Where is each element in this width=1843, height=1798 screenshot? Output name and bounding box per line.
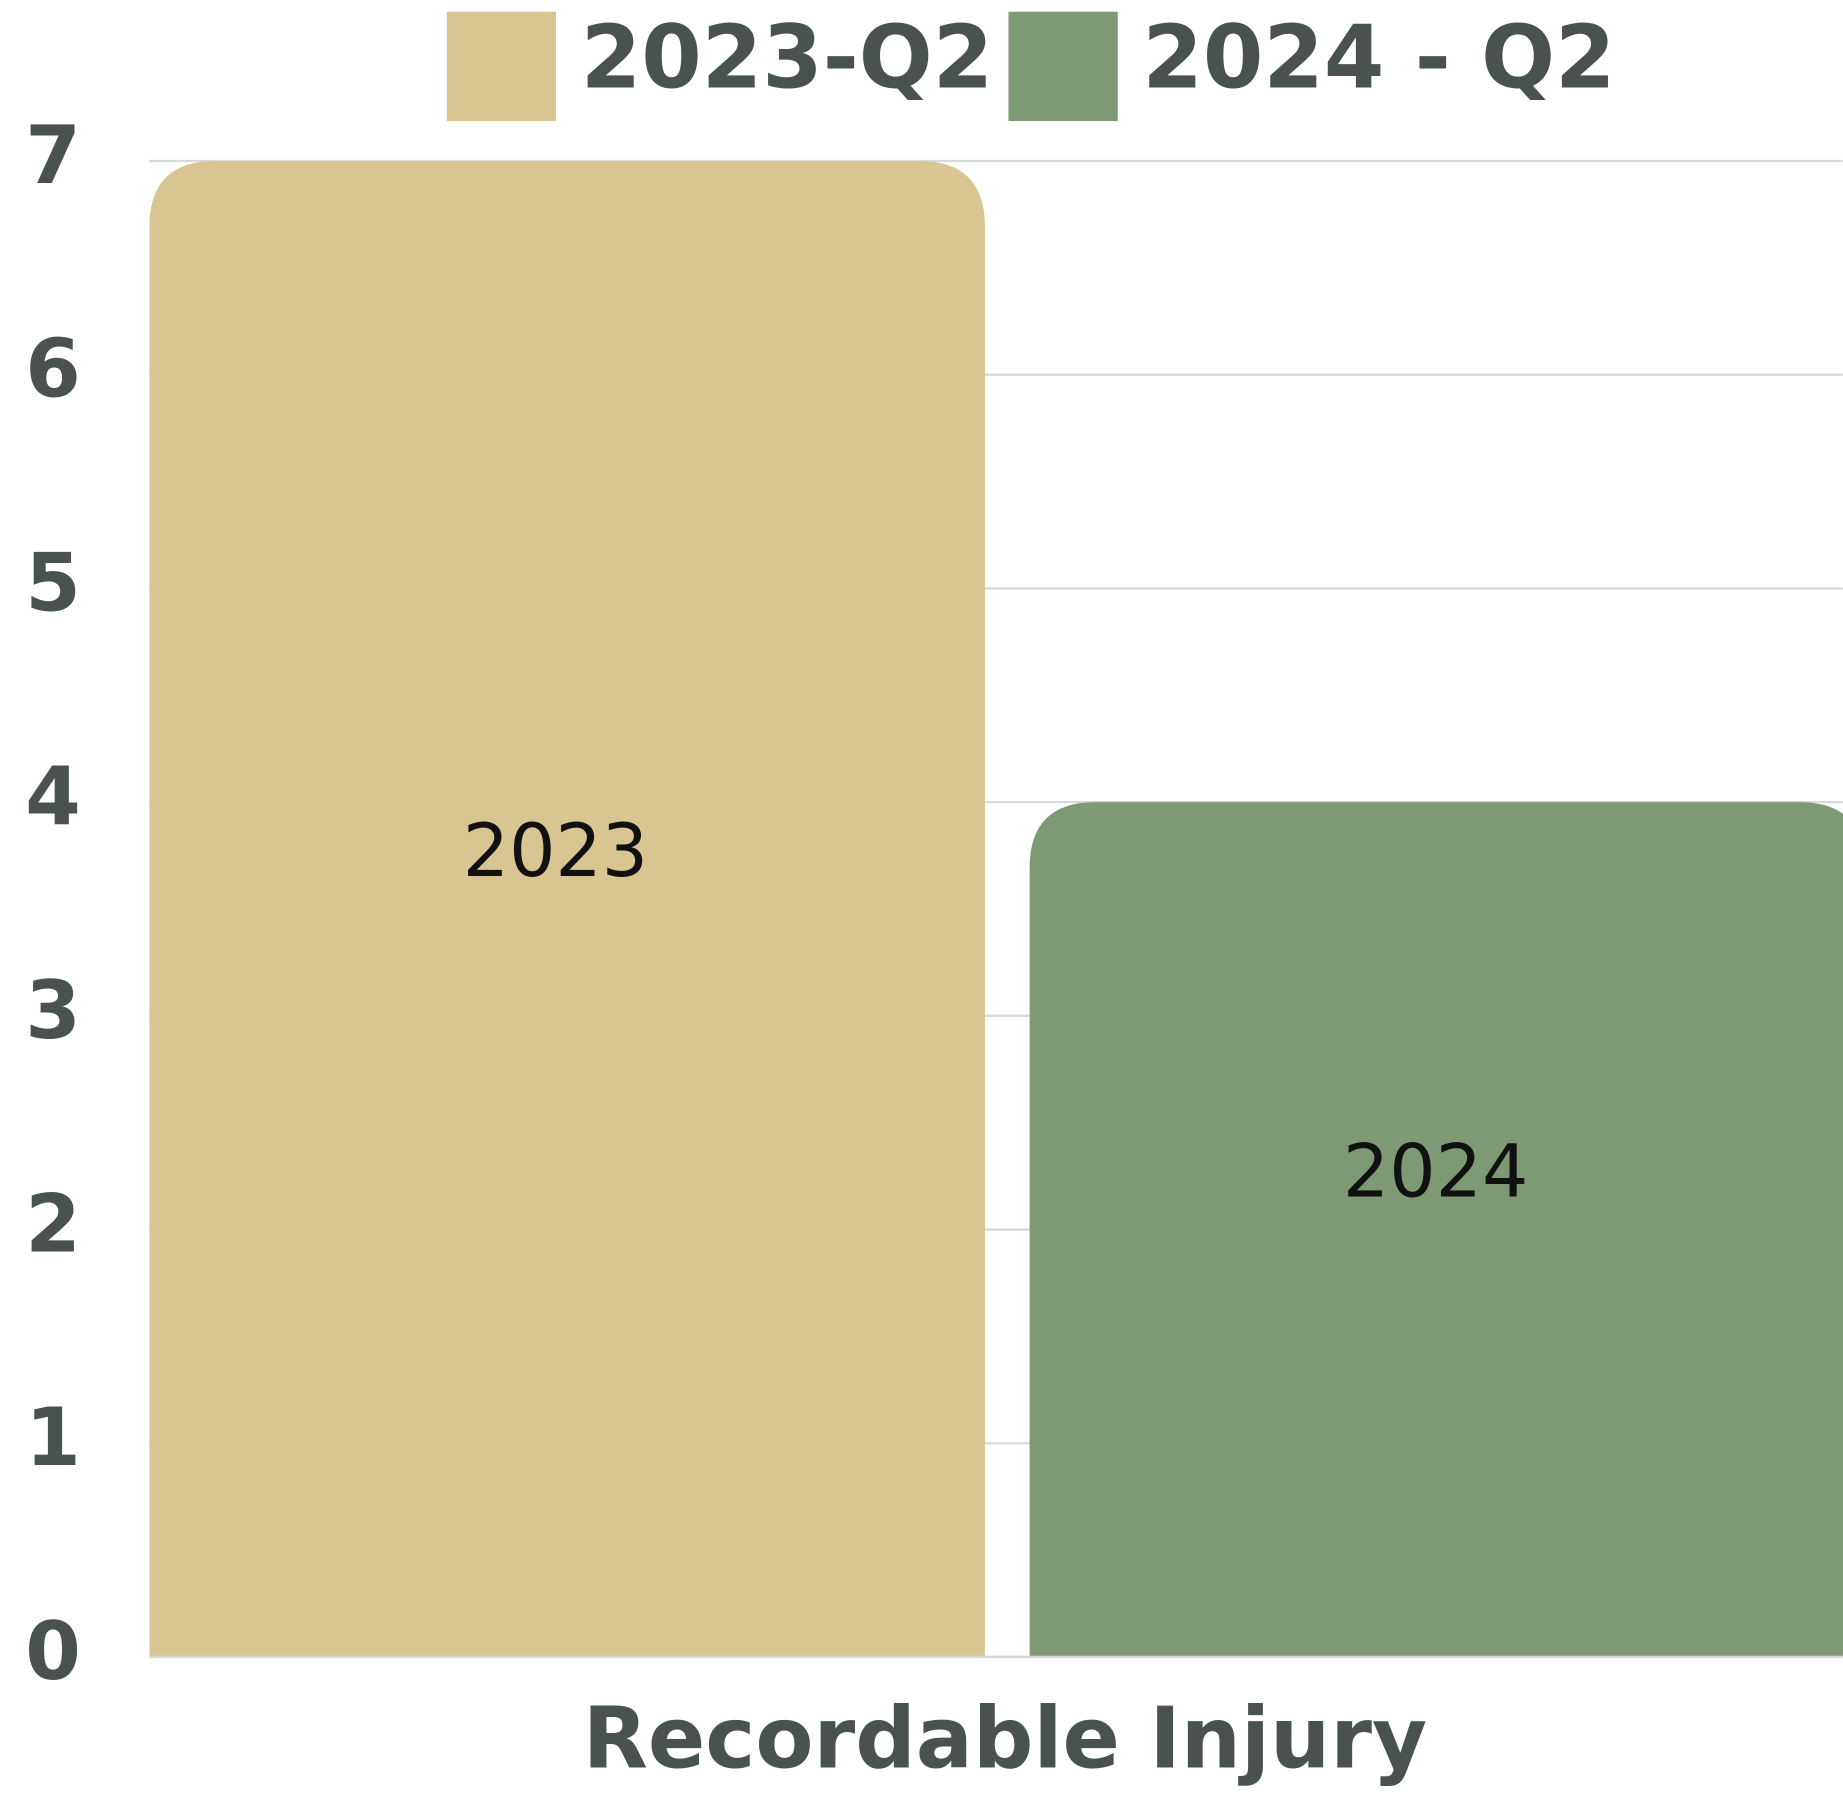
legend-label: 2024 - Q2 [1142,6,1615,108]
y-tick-label: 7 [25,109,81,202]
y-tick-label: 2 [25,1178,81,1271]
y-tick-label: 0 [25,1605,81,1698]
legend-swatch [446,11,557,122]
legend-swatch [1008,11,1118,122]
y-tick-label: 3 [25,964,81,1057]
y-tick-label: 1 [25,1391,81,1484]
legend-label: 2023-Q2 [581,6,994,108]
y-tick-label: 4 [25,750,81,843]
bar [149,160,985,1657]
y-tick-label: 5 [25,536,81,629]
bar-label: 2024 [1343,1130,1528,1215]
x-tick-label: Recordable Injury [583,1688,1427,1787]
bar [1029,802,1843,1657]
y-tick-label: 6 [25,323,81,416]
bar-label: 2023 [463,809,648,894]
